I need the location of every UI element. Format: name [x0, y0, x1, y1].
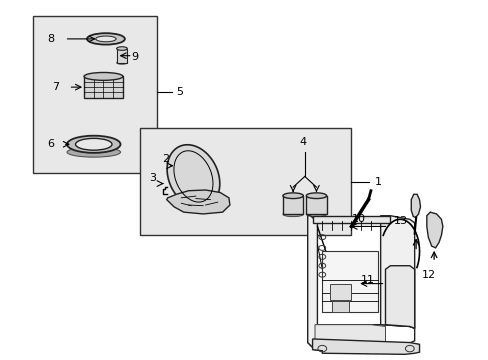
Text: 12: 12	[421, 270, 435, 280]
Bar	[331, 301, 348, 312]
Polygon shape	[307, 325, 414, 351]
Ellipse shape	[116, 47, 127, 50]
Ellipse shape	[67, 136, 120, 153]
Bar	[140, 128, 351, 235]
Text: 9: 9	[131, 52, 139, 62]
Polygon shape	[385, 266, 414, 328]
Text: 7: 7	[52, 82, 60, 92]
Ellipse shape	[67, 147, 120, 157]
Bar	[33, 16, 157, 173]
Polygon shape	[166, 190, 229, 214]
Bar	[305, 196, 326, 214]
Polygon shape	[312, 339, 419, 354]
Polygon shape	[312, 216, 389, 223]
Ellipse shape	[283, 212, 303, 217]
Ellipse shape	[75, 138, 112, 150]
Bar	[329, 284, 351, 300]
Ellipse shape	[305, 212, 326, 217]
Bar	[116, 49, 127, 63]
Polygon shape	[307, 216, 317, 350]
Text: 10: 10	[351, 214, 365, 224]
Bar	[84, 76, 122, 98]
Text: 5: 5	[176, 87, 183, 98]
Ellipse shape	[116, 62, 127, 64]
Ellipse shape	[305, 193, 326, 199]
Ellipse shape	[283, 193, 303, 199]
Polygon shape	[380, 216, 414, 328]
Text: 6: 6	[47, 139, 55, 149]
Polygon shape	[314, 325, 385, 351]
Text: 4: 4	[299, 138, 306, 148]
Text: 3: 3	[149, 173, 156, 183]
Text: 2: 2	[162, 154, 169, 163]
Text: 13: 13	[393, 216, 407, 226]
Polygon shape	[426, 212, 442, 248]
Polygon shape	[167, 145, 219, 208]
Polygon shape	[410, 194, 420, 217]
Ellipse shape	[96, 36, 116, 42]
Text: 1: 1	[374, 177, 381, 187]
Bar	[322, 251, 377, 312]
Ellipse shape	[84, 72, 122, 80]
Text: 11: 11	[361, 275, 374, 285]
Text: 8: 8	[47, 34, 55, 44]
Bar	[283, 196, 303, 214]
Ellipse shape	[87, 33, 124, 45]
